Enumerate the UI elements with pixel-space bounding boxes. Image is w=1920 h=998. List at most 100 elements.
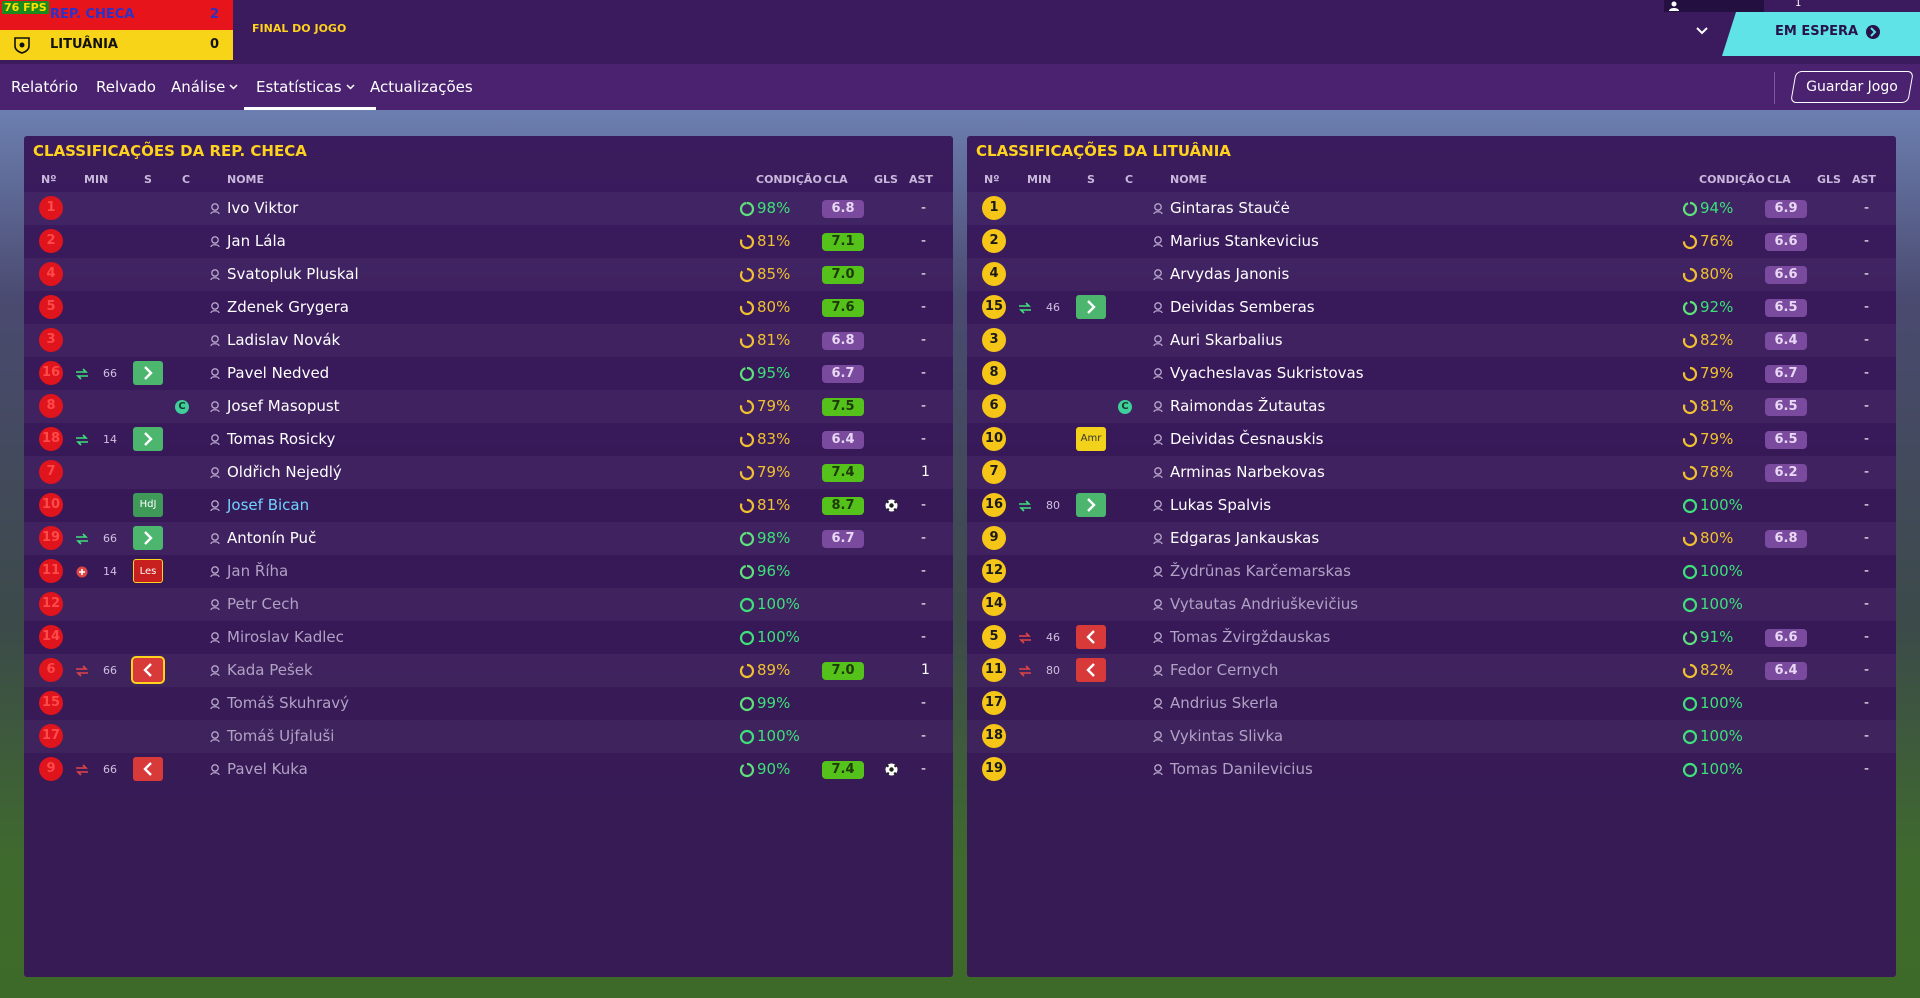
condition-value: 100% xyxy=(1700,562,1743,580)
assists: 1 xyxy=(921,662,930,678)
condition-ring xyxy=(1682,234,1698,250)
player-row: 4 Svatopluk Pluskal 85% 7.0 - xyxy=(24,258,953,291)
sub-icon xyxy=(1019,665,1031,677)
player-name[interactable]: Tomas Danilevicius xyxy=(1170,760,1313,778)
nav-tab[interactable]: Relvado xyxy=(96,78,156,96)
condition-ring xyxy=(1682,432,1698,448)
player-name[interactable]: Miroslav Kadlec xyxy=(227,628,344,646)
condition-ring xyxy=(1682,201,1698,217)
player-name[interactable]: Tomas Rosicky xyxy=(227,430,336,448)
condition-ring xyxy=(1682,762,1698,778)
rating: 7.6 xyxy=(822,299,864,317)
rating: 6.7 xyxy=(822,530,864,548)
player-name[interactable]: Deividas Semberas xyxy=(1170,298,1315,316)
player-name[interactable]: Pavel Kuka xyxy=(227,760,308,778)
shirt-number: 10 xyxy=(39,493,63,517)
condition-ring xyxy=(739,663,755,679)
player-name[interactable]: Oldřich Nejedlý xyxy=(227,463,342,481)
condition-value: 81% xyxy=(757,331,791,349)
condition-value: 99% xyxy=(757,694,791,712)
assists: - xyxy=(1864,695,1870,711)
player-name[interactable]: Deividas Česnauskis xyxy=(1170,430,1324,448)
condition-value: 85% xyxy=(757,265,791,283)
person-icon xyxy=(1153,533,1163,544)
rating: 6.6 xyxy=(1765,629,1807,647)
nav-tab[interactable]: Estatísticas xyxy=(256,78,342,96)
assists: - xyxy=(921,596,927,612)
user-count: 1 xyxy=(1795,0,1802,9)
condition-value: 100% xyxy=(757,727,800,745)
shirt-number: 3 xyxy=(39,328,63,352)
wait-button[interactable]: EM ESPERA xyxy=(1722,12,1920,56)
player-name[interactable]: Jan Lála xyxy=(227,232,286,250)
player-row: 18 14 Tomas Rosicky 83% 6.4 - xyxy=(24,423,953,456)
person-icon xyxy=(1153,269,1163,280)
shirt-number: 3 xyxy=(982,328,1006,352)
assists: - xyxy=(1864,365,1870,381)
player-row: 11 14 Les Jan Říha 96% - xyxy=(24,555,953,588)
assists: - xyxy=(921,497,927,513)
assists: - xyxy=(921,365,927,381)
assists: - xyxy=(1864,431,1870,447)
player-name[interactable]: Antonín Puč xyxy=(227,529,317,547)
column-header: CLA xyxy=(824,173,848,186)
player-row: 11 80 Fedor Cernych 82% 6.4 - xyxy=(967,654,1896,687)
player-row: 14 Miroslav Kadlec 100% - xyxy=(24,621,953,654)
player-name[interactable]: Jan Říha xyxy=(227,562,289,580)
player-name[interactable]: Žydrūnas Karčemarskas xyxy=(1170,562,1351,580)
condition-value: 81% xyxy=(1700,397,1734,415)
player-name[interactable]: Pavel Nedved xyxy=(227,364,330,382)
sub-minute: 66 xyxy=(103,532,117,545)
player-name[interactable]: Svatopluk Pluskal xyxy=(227,265,359,283)
team-panel: CLASSIFICAÇÕES DA REP. CHECA Nº MIN S C NOME C… xyxy=(24,136,953,977)
nav-tab[interactable]: Actualizações xyxy=(370,78,473,96)
player-name[interactable]: Tomas Žvirgždauskas xyxy=(1170,628,1331,646)
rating: 6.5 xyxy=(1765,398,1807,416)
nav-tab[interactable]: Análise xyxy=(171,78,226,96)
player-row: 17 Andrius Skerla 100% - xyxy=(967,687,1896,720)
assists: - xyxy=(1864,332,1870,348)
shirt-number: 9 xyxy=(982,526,1006,550)
player-name[interactable]: Josef Masopust xyxy=(227,397,340,415)
condition-value: 94% xyxy=(1700,199,1734,217)
player-name[interactable]: Fedor Cernych xyxy=(1170,661,1279,679)
rating: 8.7 xyxy=(822,497,864,515)
player-name[interactable]: Marius Stankevicius xyxy=(1170,232,1319,250)
player-name[interactable]: Vytautas Andriuškevičius xyxy=(1170,595,1359,613)
player-name[interactable]: Tomáš Skuhravý xyxy=(227,694,350,712)
panel-title: CLASSIFICAÇÕES DA REP. CHECA xyxy=(33,142,307,160)
player-name[interactable]: Ladislav Novák xyxy=(227,331,341,349)
player-name[interactable]: Tomáš Ujfaluši xyxy=(227,727,335,745)
player-name[interactable]: Josef Bican xyxy=(227,496,310,514)
player-name[interactable]: Kada Pešek xyxy=(227,661,313,679)
sub-minute: 66 xyxy=(103,664,117,677)
player-name[interactable]: Arvydas Janonis xyxy=(1170,265,1290,283)
player-name[interactable]: Arminas Narbekovas xyxy=(1170,463,1325,481)
player-name[interactable]: Raimondas Žutautas xyxy=(1170,397,1326,415)
condition-ring xyxy=(739,729,755,745)
player-name[interactable]: Vykintas Slivka xyxy=(1170,727,1284,745)
player-name[interactable]: Gintaras Staučė xyxy=(1170,199,1290,217)
column-header: Nº xyxy=(984,173,1000,186)
player-name[interactable]: Petr Cech xyxy=(227,595,300,613)
column-header: CLA xyxy=(1767,173,1791,186)
player-name[interactable]: Lukas Spalvis xyxy=(1170,496,1272,514)
dropdown-chevron[interactable] xyxy=(1695,26,1709,36)
player-row: 4 Arvydas Janonis 80% 6.6 - xyxy=(967,258,1896,291)
player-name[interactable]: Zdenek Grygera xyxy=(227,298,349,316)
shirt-number: 16 xyxy=(982,493,1006,517)
sub-icon xyxy=(76,434,88,446)
nav-tab[interactable]: Relatório xyxy=(11,78,78,96)
shirt-number: 19 xyxy=(982,757,1006,781)
player-name[interactable]: Edgaras Jankauskas xyxy=(1170,529,1320,547)
shirt-number: 15 xyxy=(39,691,63,715)
player-name[interactable]: Vyacheslavas Sukristovas xyxy=(1170,364,1364,382)
player-name[interactable]: Auri Skarbalius xyxy=(1170,331,1283,349)
person-icon xyxy=(1153,500,1163,511)
player-name[interactable]: Andrius Skerla xyxy=(1170,694,1279,712)
player-name[interactable]: Ivo Viktor xyxy=(227,199,299,217)
sub-button xyxy=(1076,658,1106,682)
rating: 7.1 xyxy=(822,233,864,251)
rating: 6.8 xyxy=(822,200,864,218)
assists: - xyxy=(1864,299,1870,315)
